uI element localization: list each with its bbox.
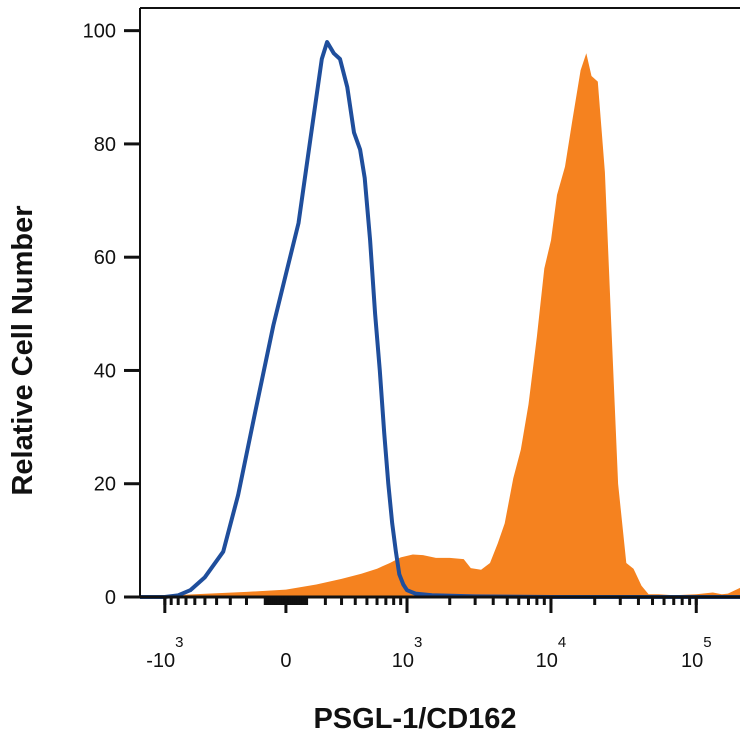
y-tick-label: 100 xyxy=(83,21,116,43)
y-tick-label: 20 xyxy=(94,474,116,496)
plot-area xyxy=(140,40,740,599)
tick-labels: 0 20 40 60 80 100 -103 0 103 104 105 xyxy=(83,21,712,672)
series-0-area xyxy=(140,53,740,598)
series-1-line xyxy=(140,40,740,599)
x-tick-label: 103 xyxy=(392,634,423,672)
x-tick-label: 0 xyxy=(280,650,291,672)
y-tick-label: 40 xyxy=(94,360,116,382)
x-tick-label: 104 xyxy=(536,634,567,672)
x-tick-label: -103 xyxy=(146,634,183,672)
y-axis-title: Relative Cell Number xyxy=(7,205,39,495)
y-tick-label: 80 xyxy=(94,134,116,156)
y-tick-label: 60 xyxy=(94,247,116,269)
x-axis-title: PSGL-1/CD162 xyxy=(313,703,516,735)
axes xyxy=(124,7,740,613)
x-tick-label: 105 xyxy=(681,634,712,672)
y-tick-label: 0 xyxy=(105,587,116,609)
